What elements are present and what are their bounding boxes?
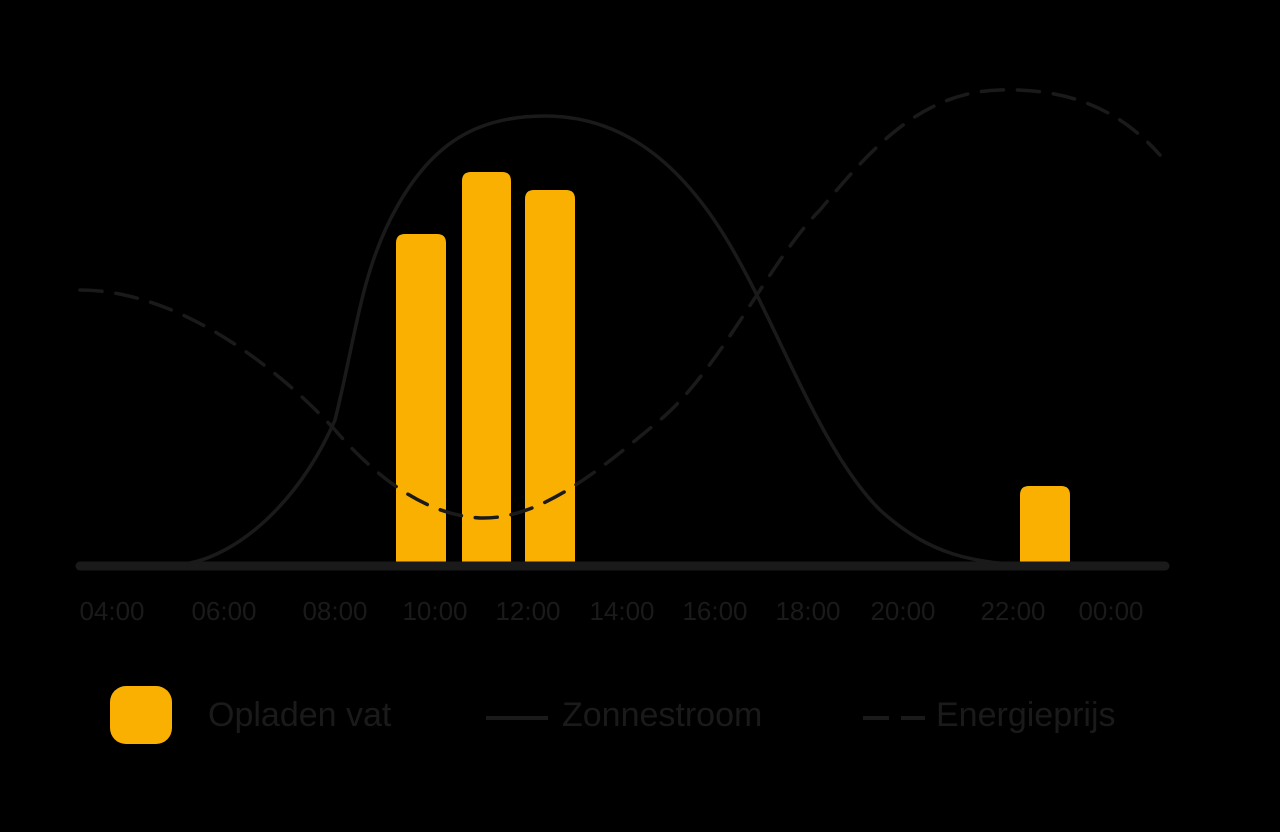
x-tick-label: 12:00 bbox=[495, 596, 560, 626]
legend-label-zonnestroom: Zonnestroom bbox=[562, 696, 762, 734]
x-tick-label: 16:00 bbox=[682, 596, 747, 626]
x-tick-label: 04:00 bbox=[79, 596, 144, 626]
x-axis-tick-labels: 04:00 06:00 08:00 10:00 12:00 14:00 16:00 18:00… bbox=[79, 596, 1143, 626]
line-series-energieprijs bbox=[78, 88, 1162, 520]
bar bbox=[1020, 486, 1070, 566]
x-tick-label: 00:00 bbox=[1078, 596, 1143, 626]
x-tick-label: 06:00 bbox=[191, 596, 256, 626]
legend-label-energieprijs: Energieprijs bbox=[936, 696, 1116, 734]
legend: Opladen vat Zonnestroom Energieprijs bbox=[110, 686, 1116, 744]
bar bbox=[396, 234, 446, 566]
line-series-zonnestroom bbox=[79, 114, 1160, 568]
x-tick-label: 22:00 bbox=[980, 596, 1045, 626]
bar-series-opladen-vat bbox=[396, 172, 1070, 566]
bar bbox=[525, 190, 575, 566]
x-tick-label: 10:00 bbox=[402, 596, 467, 626]
legend-label-opladen-vat: Opladen vat bbox=[208, 696, 392, 734]
x-tick-label: 14:00 bbox=[589, 596, 654, 626]
bar bbox=[462, 172, 511, 566]
x-tick-label: 20:00 bbox=[870, 596, 935, 626]
legend-swatch-opladen-vat bbox=[110, 686, 172, 744]
x-tick-label: 18:00 bbox=[775, 596, 840, 626]
x-tick-label: 08:00 bbox=[302, 596, 367, 626]
